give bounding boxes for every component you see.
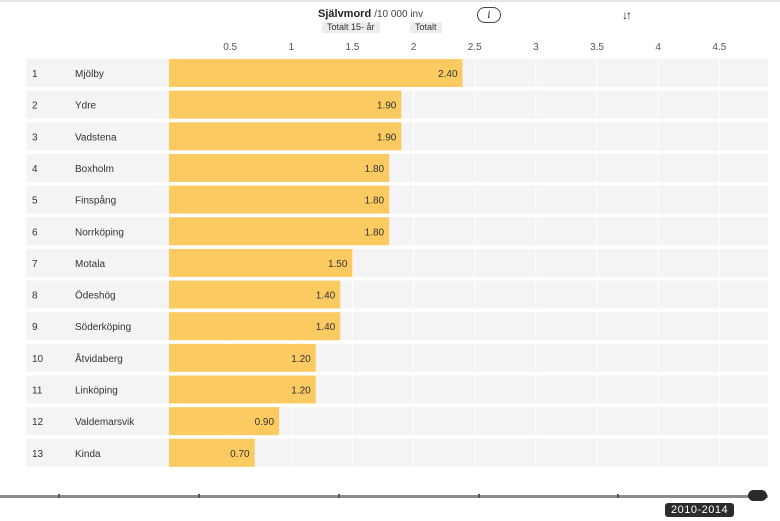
bar-value-label: 0.90: [255, 417, 275, 428]
bar[interactable]: [169, 122, 402, 151]
sort-icon[interactable]: ↓↑: [622, 8, 632, 22]
row-municipality-name: Söderköping: [75, 322, 131, 333]
row-municipality-name: Vadstena: [75, 132, 117, 143]
bar[interactable]: [169, 438, 255, 467]
bar-value-label: 1.50: [328, 259, 348, 270]
row-background: [26, 153, 768, 182]
x-tick-label: 1.5: [345, 42, 359, 53]
bar-value-label: 0.70: [230, 449, 250, 460]
row-municipality-name: Kinda: [75, 449, 101, 460]
x-tick-label: 3.5: [590, 42, 604, 53]
bar[interactable]: [169, 312, 341, 341]
row-rank: 13: [32, 449, 44, 460]
bar[interactable]: [169, 375, 316, 404]
row-background: [26, 312, 768, 341]
bar-value-label: 1.80: [365, 227, 385, 238]
bar-value-label: 1.40: [316, 322, 336, 333]
chart-title: Självmord/10 000 inv: [318, 8, 423, 20]
bar[interactable]: [169, 90, 402, 119]
row-municipality-name: Ödeshög: [75, 290, 116, 302]
row-background: [26, 248, 768, 277]
bar-value-label: 1.80: [365, 164, 385, 175]
row-municipality-name: Linköping: [75, 386, 118, 397]
indicator-title: Självmord: [318, 8, 372, 20]
bar[interactable]: [169, 59, 463, 87]
row-rank: 9: [32, 322, 38, 333]
x-tick-label: 4.5: [712, 42, 726, 53]
timeline-tick: [198, 494, 200, 498]
bar[interactable]: [169, 407, 280, 436]
bar[interactable]: [169, 280, 341, 309]
x-tick-label: 2.5: [468, 42, 482, 53]
x-tick-label: 1: [289, 42, 295, 53]
row-municipality-name: Finspång: [75, 195, 116, 207]
row-background: [26, 217, 768, 246]
bar-value-label: 1.90: [377, 132, 397, 143]
bar-value-label: 1.40: [316, 291, 336, 302]
timeline-track[interactable]: [0, 495, 768, 498]
bar[interactable]: [169, 217, 390, 246]
filter-sex-chip[interactable]: Totalt: [410, 22, 442, 33]
row-background: [26, 407, 768, 436]
bar[interactable]: [169, 153, 390, 182]
row-rank: 8: [32, 291, 38, 302]
timeline-tick: [478, 494, 480, 498]
x-tick-label: 3: [533, 42, 539, 53]
row-rank: 5: [32, 196, 38, 207]
row-rank: 11: [32, 386, 43, 397]
bar-value-label: 2.40: [438, 69, 458, 80]
x-tick-label: 2: [411, 42, 417, 53]
x-tick-label: 0.5: [223, 42, 237, 53]
row-rank: 10: [32, 354, 44, 365]
row-rank: 3: [32, 132, 38, 143]
row-rank: 6: [32, 227, 38, 238]
bar-value-label: 1.90: [377, 101, 397, 112]
row-municipality-name: Mjölby: [75, 69, 104, 80]
indicator-unit: /10 000 inv: [374, 9, 424, 20]
bar[interactable]: [169, 185, 390, 214]
row-rank: 4: [32, 164, 38, 175]
timeline-tick: [58, 494, 60, 498]
info-icon[interactable]: i: [477, 7, 501, 23]
row-rank: 2: [32, 101, 38, 112]
bar-value-label: 1.20: [291, 354, 311, 365]
bar[interactable]: [169, 343, 316, 372]
timeline-handle[interactable]: [748, 490, 767, 501]
row-municipality-name: Valdemarsvik: [75, 417, 135, 428]
bar[interactable]: [169, 248, 353, 277]
row-background: [26, 185, 768, 214]
row-background: [26, 438, 768, 467]
row-municipality-name: Ydre: [75, 101, 97, 112]
row-municipality-name: Boxholm: [75, 164, 114, 175]
row-rank: 1: [32, 69, 38, 80]
bar-value-label: 1.20: [291, 386, 311, 397]
timeline-tick: [617, 494, 619, 498]
row-municipality-name: Motala: [75, 259, 105, 270]
x-tick-label: 4: [655, 42, 661, 53]
row-background: [26, 280, 768, 309]
bar-chart: 0.5 1 1.5 2 2.5 3 3.5 4 4.5 1 Mjölby 2.40 2 Ydre 1.90 3…: [26, 42, 768, 467]
row-municipality-name: Norrköping: [75, 227, 124, 238]
filter-age-chip[interactable]: Totalt 15- år: [322, 22, 380, 33]
timeline-period-label: 2010-2014: [665, 503, 735, 517]
row-background: [26, 343, 768, 372]
bar-value-label: 1.80: [365, 196, 385, 207]
row-background: [26, 375, 768, 404]
row-rank: 12: [32, 417, 44, 428]
timeline-tick: [338, 494, 340, 498]
row-rank: 7: [32, 259, 38, 270]
row-municipality-name: Åtvidaberg: [75, 352, 123, 365]
top-divider: [0, 0, 780, 2]
